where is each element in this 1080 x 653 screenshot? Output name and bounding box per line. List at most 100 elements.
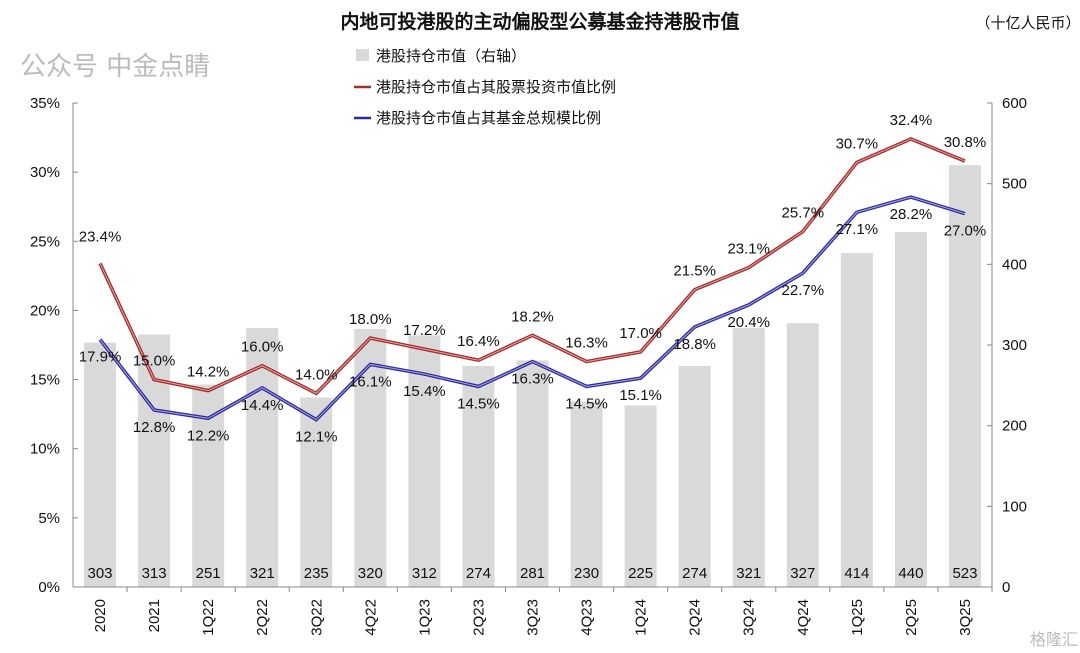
x-axis-tick-label: 1Q24 <box>633 599 650 636</box>
data-label: 16.0% <box>241 339 284 356</box>
bar-value-label: 414 <box>844 565 869 582</box>
x-axis-tick-label: 1Q22 <box>200 599 217 636</box>
data-label: 15.0% <box>133 353 176 370</box>
data-label: 16.4% <box>457 333 500 350</box>
bar-value-label: 440 <box>898 565 923 582</box>
bar <box>948 165 981 587</box>
bar-value-label: 320 <box>358 565 383 582</box>
bar-value-label: 281 <box>520 565 545 582</box>
data-label: 16.3% <box>565 335 608 352</box>
bar-value-label: 327 <box>790 565 815 582</box>
bar-value-label: 303 <box>88 565 113 582</box>
x-axis-tick-label: 3Q22 <box>308 599 325 636</box>
x-axis-tick-label: 3Q24 <box>741 599 758 636</box>
right-axis-tick-label: 100 <box>1002 498 1027 515</box>
bar-value-label: 251 <box>196 565 221 582</box>
bar <box>300 397 333 587</box>
data-label: 30.7% <box>836 135 879 152</box>
legend-swatch-bar <box>356 49 369 61</box>
data-label: 27.1% <box>836 221 879 238</box>
data-label: 28.2% <box>890 206 933 223</box>
left-axis-tick-label: 10% <box>30 441 60 458</box>
left-axis-tick-label: 5% <box>38 510 60 527</box>
bar <box>786 323 819 587</box>
data-label: 14.5% <box>457 395 500 412</box>
right-axis-tick-label: 200 <box>1002 418 1027 435</box>
x-axis-tick-label: 2021 <box>146 599 163 632</box>
x-axis-tick-label: 3Q25 <box>957 599 974 636</box>
x-axis-tick-label: 2Q25 <box>903 599 920 636</box>
right-axis-tick-label: 500 <box>1002 176 1027 193</box>
data-label: 16.3% <box>511 371 554 388</box>
bar <box>678 365 711 587</box>
data-label: 18.8% <box>673 336 716 353</box>
x-axis-tick-label: 2020 <box>92 599 109 632</box>
legend-label-bar: 港股持仓市值（右轴） <box>376 47 526 65</box>
data-label: 20.4% <box>727 314 770 331</box>
data-label: 15.1% <box>619 387 662 404</box>
bar <box>138 334 171 587</box>
data-label: 23.4% <box>79 228 122 245</box>
chart-title: 内地可投港股的主动偏股型公募基金持港股市值 <box>340 10 739 33</box>
data-label: 21.5% <box>673 263 716 280</box>
data-label: 12.8% <box>133 419 176 436</box>
line-series-highlight <box>99 138 966 395</box>
x-axis-tick-label: 2Q24 <box>687 599 704 636</box>
bar <box>624 405 657 587</box>
data-label: 14.5% <box>565 395 608 412</box>
bar-value-label: 230 <box>574 565 599 582</box>
x-axis-tick-label: 4Q23 <box>579 599 596 636</box>
line-series-highlight <box>99 196 966 421</box>
data-label: 30.8% <box>944 134 987 151</box>
bar-value-label: 274 <box>466 565 491 582</box>
left-axis-tick-label: 30% <box>30 164 60 181</box>
data-label: 14.2% <box>187 364 230 381</box>
data-label: 16.1% <box>349 373 392 390</box>
bar <box>462 365 495 587</box>
right-axis-tick-label: 0 <box>1002 579 1010 596</box>
data-label: 23.1% <box>727 241 770 258</box>
bar <box>516 360 549 587</box>
left-axis-tick-label: 15% <box>30 372 60 389</box>
bar-value-label: 313 <box>142 565 167 582</box>
data-label: 17.2% <box>403 322 446 339</box>
data-label: 25.7% <box>782 205 825 222</box>
data-label: 32.4% <box>890 112 933 129</box>
bar-value-label: 225 <box>628 565 653 582</box>
bar <box>894 232 927 588</box>
x-axis-tick-label: 1Q25 <box>849 599 866 636</box>
data-label: 17.9% <box>79 348 122 365</box>
x-axis-tick-label: 1Q23 <box>416 599 433 636</box>
data-label: 18.2% <box>511 308 554 325</box>
x-axis-tick-label: 2Q23 <box>470 599 487 636</box>
bar <box>84 342 117 587</box>
data-label: 18.0% <box>349 311 392 328</box>
left-axis-tick-label: 35% <box>30 95 60 112</box>
data-label: 12.1% <box>295 429 338 446</box>
bar-value-label: 321 <box>250 565 275 582</box>
right-axis-tick-label: 400 <box>1002 256 1027 273</box>
bar <box>840 253 873 588</box>
left-axis-tick-label: 25% <box>30 233 60 250</box>
unit-label: （十亿人民币） <box>975 14 1080 32</box>
x-axis-tick-label: 4Q22 <box>362 599 379 636</box>
x-axis-tick-label: 4Q24 <box>795 599 812 636</box>
data-label: 15.4% <box>403 383 446 400</box>
data-label: 14.0% <box>295 366 338 383</box>
bar-value-label: 274 <box>682 565 707 582</box>
bar-value-label: 312 <box>412 565 437 582</box>
x-axis-tick-label: 3Q23 <box>525 599 542 636</box>
bar <box>732 328 765 587</box>
right-axis-tick-label: 300 <box>1002 337 1027 354</box>
bar-value-label: 321 <box>736 565 761 582</box>
left-axis-tick-label: 20% <box>30 302 60 319</box>
x-axis-tick-label: 2Q22 <box>254 599 271 636</box>
data-label: 17.0% <box>619 325 662 342</box>
legend-label-line: 港股持仓市值占其股票投资市值比例 <box>376 78 616 96</box>
legend-label-line: 港股持仓市值占其基金总规模比例 <box>376 109 601 127</box>
bar-value-label: 235 <box>304 565 329 582</box>
data-label: 14.4% <box>241 397 284 414</box>
watermark-text: 公众号 中金点睛 <box>20 52 210 82</box>
bar-value-label: 523 <box>952 565 977 582</box>
